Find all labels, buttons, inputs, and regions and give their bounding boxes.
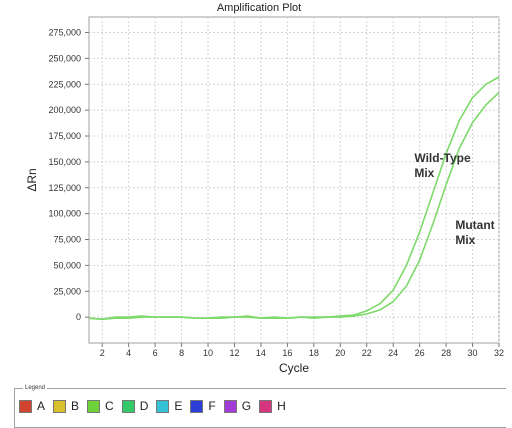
legend-item: D bbox=[121, 399, 149, 413]
x-tick-label: 30 bbox=[468, 348, 478, 358]
x-tick-label: 26 bbox=[415, 348, 425, 358]
y-tick-label: 275,000 bbox=[48, 28, 81, 38]
y-tick-label: 175,000 bbox=[48, 131, 81, 141]
y-tick-label: 200,000 bbox=[48, 105, 81, 115]
legend-item: A bbox=[19, 399, 45, 413]
series-line-2 bbox=[88, 91, 500, 320]
legend-item: E bbox=[156, 399, 182, 413]
chart-title: Amplification Plot bbox=[217, 2, 301, 14]
legend-swatch bbox=[87, 399, 101, 413]
annotations: Wild-Type Mix Mutant Mix bbox=[414, 151, 494, 247]
x-tick-label: 20 bbox=[335, 348, 345, 358]
x-tick-label: 12 bbox=[229, 348, 239, 358]
legend-swatch bbox=[259, 399, 273, 413]
legend-label: G bbox=[241, 399, 252, 413]
amplification-plot: Amplification Plot 0 25,000 50,000 75,000 10… bbox=[25, 2, 504, 375]
legend-label: H bbox=[277, 399, 286, 413]
legend-label: A bbox=[37, 399, 46, 413]
y-tick-label: 25,000 bbox=[53, 286, 81, 296]
legend: Legend A B C D E F G H bbox=[14, 383, 506, 428]
annotation-1: Wild-Type Mix bbox=[414, 151, 471, 180]
series-lines bbox=[88, 76, 500, 320]
x-tick-label: 16 bbox=[282, 348, 292, 358]
legend-swatch bbox=[53, 399, 67, 413]
y-axis-ticks: 0 25,000 50,000 75,000 100,000 125,000 150,000… bbox=[48, 28, 89, 322]
legend-item: B bbox=[53, 399, 79, 413]
x-tick-label: 8 bbox=[179, 348, 184, 358]
legend-item: C bbox=[87, 399, 114, 413]
legend-swatch bbox=[156, 399, 170, 413]
legend-item: H bbox=[259, 399, 286, 413]
y-tick-label: 50,000 bbox=[53, 260, 81, 270]
legend-label: C bbox=[105, 399, 114, 413]
annotation-2: Mutant Mix bbox=[455, 218, 494, 247]
legend-item: F bbox=[190, 399, 216, 413]
y-tick-label: 0 bbox=[76, 312, 81, 322]
x-tick-label: 18 bbox=[309, 348, 319, 358]
y-tick-label: 125,000 bbox=[48, 183, 81, 193]
x-tick-label: 24 bbox=[388, 348, 398, 358]
legend-label: E bbox=[174, 399, 183, 413]
x-tick-label: 10 bbox=[203, 348, 213, 358]
x-tick-label: 32 bbox=[494, 348, 504, 358]
y-tick-label: 75,000 bbox=[53, 235, 81, 245]
legend-label: B bbox=[71, 399, 80, 413]
y-tick-label: 100,000 bbox=[48, 209, 81, 219]
legend-label: D bbox=[139, 399, 149, 413]
x-tick-label: 14 bbox=[256, 348, 266, 358]
y-axis-label: ΔRn bbox=[25, 168, 39, 191]
plot-area bbox=[88, 16, 500, 344]
legend-items: A B C D E F G H bbox=[19, 399, 294, 413]
legend-title: Legend bbox=[23, 383, 48, 393]
x-axis-ticks: 2 4 6 8 10 12 14 16 18 20 22 24 26 28 30 32 bbox=[100, 343, 504, 358]
y-tick-label: 150,000 bbox=[48, 157, 81, 167]
x-tick-label: 28 bbox=[441, 348, 451, 358]
legend-swatch bbox=[121, 399, 135, 413]
legend-swatch bbox=[223, 399, 237, 413]
x-tick-label: 22 bbox=[362, 348, 372, 358]
x-axis-label: Cycle bbox=[279, 361, 309, 375]
x-tick-label: 2 bbox=[100, 348, 105, 358]
x-tick-label: 6 bbox=[153, 348, 158, 358]
legend-swatch bbox=[190, 399, 204, 413]
legend-label: F bbox=[208, 399, 216, 413]
y-tick-label: 250,000 bbox=[48, 53, 81, 63]
x-tick-label: 4 bbox=[126, 348, 131, 358]
y-tick-label: 225,000 bbox=[48, 79, 81, 89]
legend-item: G bbox=[223, 399, 252, 413]
legend-swatch bbox=[19, 399, 32, 413]
